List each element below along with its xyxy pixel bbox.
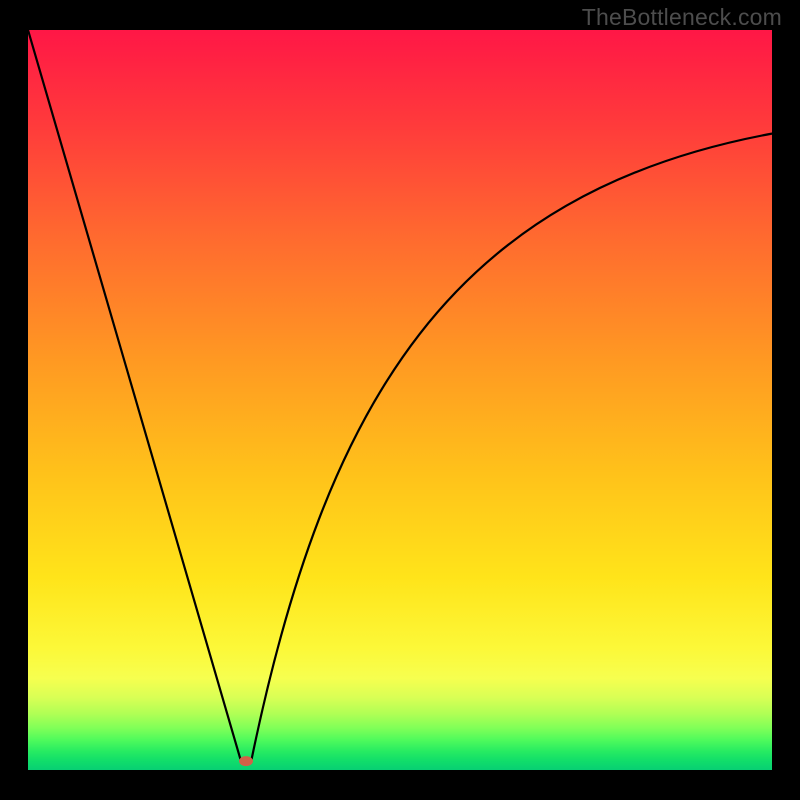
watermark-text: TheBottleneck.com bbox=[582, 4, 782, 31]
minimum-marker-icon bbox=[239, 756, 253, 766]
plot-area bbox=[28, 30, 772, 770]
curve-right-branch bbox=[251, 134, 772, 762]
curve-left-branch bbox=[28, 30, 241, 760]
chart-stage: TheBottleneck.com bbox=[0, 0, 800, 800]
curve-layer bbox=[28, 30, 772, 770]
